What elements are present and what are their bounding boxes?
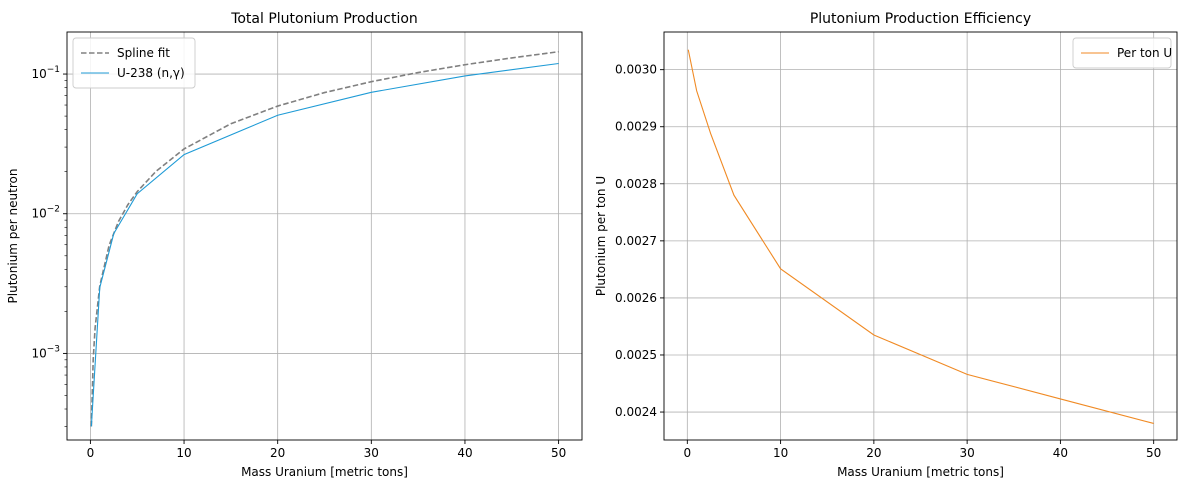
legend-label: Spline fit bbox=[117, 46, 170, 60]
x-tick-label: 20 bbox=[866, 446, 881, 460]
legend-label: U-238 (n,γ) bbox=[117, 66, 185, 80]
legend: Per ton U bbox=[1072, 37, 1172, 69]
x-tick-label: 10 bbox=[176, 446, 191, 460]
series-line-2 bbox=[90, 62, 559, 427]
y-tick-label: 10−3 bbox=[31, 344, 60, 360]
series-line-1 bbox=[90, 50, 559, 427]
chart-panel-1: 0 10 20 30 40 50 10−3 10−2 10−1 Total Plutonium P… bbox=[6, 11, 583, 479]
y-tick-label: 0.0024 bbox=[615, 405, 657, 419]
y-tick-label: 0.0026 bbox=[615, 291, 657, 305]
x-tick-label: 30 bbox=[959, 446, 974, 460]
x-tick-label: 50 bbox=[551, 446, 566, 460]
x-tick-label: 30 bbox=[364, 446, 379, 460]
x-tick-label: 40 bbox=[1053, 446, 1068, 460]
y-axis-label: Plutonium per neutron bbox=[6, 169, 20, 304]
x-tick-label: 50 bbox=[1146, 446, 1161, 460]
x-tick-label: 20 bbox=[270, 446, 285, 460]
chart-title: Plutonium Production Efficiency bbox=[810, 11, 1031, 27]
x-tick-label: 40 bbox=[457, 446, 472, 460]
axes-frame bbox=[663, 31, 1178, 441]
x-tick-label: 0 bbox=[87, 446, 95, 460]
axes-frame bbox=[66, 31, 583, 441]
chart-title: Total Plutonium Production bbox=[230, 11, 418, 27]
x-axis-label: Mass Uranium [metric tons] bbox=[241, 465, 408, 479]
legend-label: Per ton U bbox=[1117, 46, 1172, 60]
x-tick-label: 10 bbox=[773, 446, 788, 460]
series-line-1 bbox=[687, 49, 1154, 424]
y-tick-label: 10−1 bbox=[31, 65, 60, 81]
y-axis-label: Plutonium per ton U bbox=[594, 176, 608, 296]
x-tick-label: 0 bbox=[683, 446, 691, 460]
grid bbox=[664, 32, 1177, 440]
chart-panel-2: 0 10 20 30 40 50 0.0024 0.0025 0.0026 0.0027 0.002… bbox=[594, 11, 1178, 479]
grid bbox=[67, 32, 582, 440]
legend: Spline fit U-238 (n,γ) bbox=[72, 37, 196, 89]
y-tick-label: 10−2 bbox=[31, 205, 60, 221]
y-tick-label: 0.0030 bbox=[615, 63, 657, 77]
y-tick-label: 0.0027 bbox=[615, 234, 657, 248]
y-tick-label: 0.0028 bbox=[615, 177, 657, 191]
legend-box bbox=[1072, 37, 1172, 69]
x-axis-label: Mass Uranium [metric tons] bbox=[837, 465, 1004, 479]
legend-box bbox=[72, 37, 196, 89]
y-tick-label: 0.0025 bbox=[615, 348, 657, 362]
y-tick-label: 0.0029 bbox=[615, 120, 657, 134]
